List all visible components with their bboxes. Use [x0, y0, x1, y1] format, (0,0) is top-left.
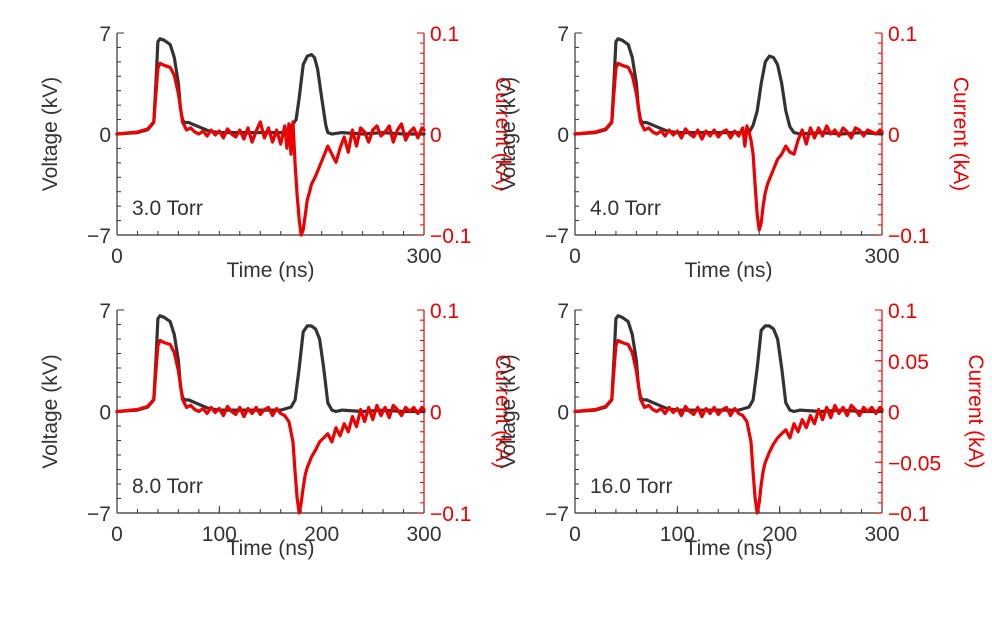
y2-tick-label: 0	[888, 124, 900, 147]
current-series-line	[115, 338, 426, 515]
y2-tick-label: 0.1	[430, 300, 459, 323]
y2-tick-label: 0	[430, 124, 442, 147]
y2-tick-label: 0.1	[888, 23, 917, 46]
y-tick-label: 0	[557, 402, 569, 425]
y2-tick-label: 0.1	[888, 300, 917, 323]
x-tick-label: 300	[864, 245, 899, 268]
voltage-series-line	[115, 37, 426, 136]
pressure-annotation: 4.0 Torr	[590, 197, 661, 220]
y-tick-label: −7	[545, 225, 569, 248]
y2-tick-label: 0.1	[430, 23, 459, 46]
x-tick-label: 300	[406, 245, 441, 268]
y-tick-label: 7	[99, 23, 111, 46]
y2-tick-label: −0.1	[888, 225, 929, 248]
y-tick-label: 0	[99, 402, 111, 425]
voltage-series-line	[573, 37, 884, 136]
x-axis-label: Time (ns)	[685, 259, 773, 282]
y-tick-label: −7	[545, 503, 569, 526]
y-tick-label: 7	[557, 23, 569, 46]
x-tick-label: 0	[111, 523, 123, 546]
y2-tick-label: −0.1	[430, 503, 471, 526]
x-tick-label: 0	[111, 245, 123, 268]
y2-tick-label: 0.05	[888, 351, 929, 374]
x-tick-label: 0	[569, 245, 581, 268]
y2-axis-label: Current (kA)	[491, 77, 514, 191]
pressure-annotation: 8.0 Torr	[132, 475, 203, 498]
y-axis-label: Voltage (kV)	[39, 354, 62, 468]
y2-tick-label: −0.1	[430, 225, 471, 248]
x-tick-label: 100	[660, 523, 695, 546]
voltage-series-line	[115, 314, 426, 414]
y-tick-label: −7	[87, 503, 111, 526]
x-tick-label: 0	[569, 523, 581, 546]
x-axis-label: Time (ns)	[685, 537, 773, 560]
y2-tick-label: −0.05	[888, 452, 941, 475]
x-tick-label: 300	[864, 523, 899, 546]
y2-tick-label: 0	[888, 402, 900, 425]
y2-axis-label: Current (kA)	[491, 354, 514, 468]
y2-axis-label: Current (kA)	[949, 77, 972, 191]
y-axis-label: Voltage (kV)	[39, 77, 62, 191]
y-tick-label: 7	[557, 300, 569, 323]
y2-tick-label: −0.1	[888, 503, 929, 526]
pressure-annotation: 16.0 Torr	[590, 475, 673, 498]
current-series-line	[115, 61, 426, 237]
y-tick-label: −7	[87, 225, 111, 248]
x-tick-label: 300	[406, 523, 441, 546]
y-axis-label: Voltage (kV)	[497, 354, 520, 468]
y-axis-label: Voltage (kV)	[497, 77, 520, 191]
x-axis-label: Time (ns)	[227, 537, 315, 560]
x-axis-label: Time (ns)	[227, 259, 315, 282]
x-tick-label: 200	[762, 523, 797, 546]
y-tick-label: 0	[99, 124, 111, 147]
voltage-series-line	[573, 314, 884, 414]
y-tick-label: 7	[99, 300, 111, 323]
y2-tick-label: 0	[430, 402, 442, 425]
y-tick-label: 0	[557, 124, 569, 147]
current-series-line	[573, 61, 884, 232]
current-series-line	[573, 338, 884, 515]
x-tick-label: 100	[202, 523, 237, 546]
x-tick-label: 200	[304, 523, 339, 546]
pressure-annotation: 3.0 Torr	[132, 197, 203, 220]
y2-axis-label: Current (kA)	[964, 354, 987, 468]
